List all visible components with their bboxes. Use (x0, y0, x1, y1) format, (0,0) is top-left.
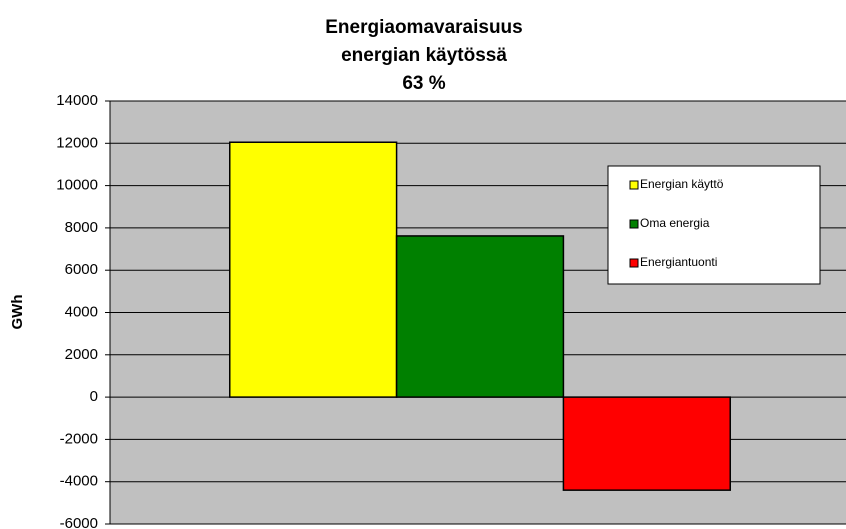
bar (229, 141, 398, 398)
y-tick-label: 6000 (65, 261, 98, 278)
bar (395, 235, 565, 398)
legend-label: Energiantuonti (640, 255, 717, 269)
y-tick-label: 4000 (65, 303, 98, 320)
y-tick-label: -2000 (60, 430, 98, 447)
legend-label: Energian käyttö (640, 177, 724, 191)
y-tick-label: 14000 (56, 92, 98, 109)
legend-box (607, 165, 821, 285)
y-tick-label: -4000 (60, 473, 98, 490)
chart-title: energian käytössä (341, 45, 507, 66)
bar (562, 396, 731, 491)
y-axis-title: GWh (9, 295, 26, 330)
y-tick-label: -6000 (60, 515, 98, 529)
legend-label: Oma energia (640, 216, 710, 230)
y-tick-label: 12000 (56, 134, 98, 151)
y-tick-label: 8000 (65, 219, 98, 236)
y-tick-label: 10000 (56, 177, 98, 194)
y-tick-label: 2000 (65, 346, 98, 363)
y-tick-label: 0 (90, 388, 98, 405)
legend-swatch (629, 180, 639, 190)
chart-title: Energiaomavaraisuus (325, 17, 522, 38)
chart-title: 63 % (402, 73, 445, 94)
legend-swatch (629, 258, 639, 268)
legend-swatch (629, 219, 639, 229)
